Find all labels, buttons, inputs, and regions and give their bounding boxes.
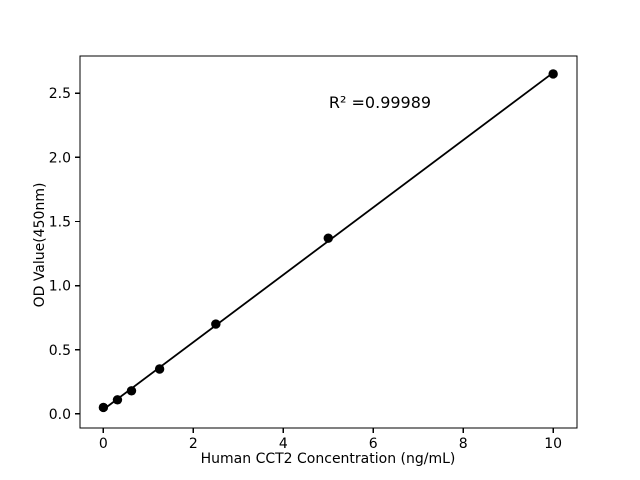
x-tick-label: 4 xyxy=(279,436,288,452)
data-point xyxy=(126,386,137,396)
x-tick-label: 2 xyxy=(189,436,198,452)
x-axis-label: Human CCT2 Concentration (ng/mL) xyxy=(200,451,456,467)
y-tick-label: 0.5 xyxy=(49,343,71,359)
y-tick-label: 2.0 xyxy=(49,150,71,166)
y-tick-label: 0.0 xyxy=(49,407,71,423)
data-point xyxy=(98,402,109,413)
y-tick-label: 2.5 xyxy=(49,86,71,102)
y-axis-label: OD Value(450nm) xyxy=(32,182,48,308)
x-tick-label: 10 xyxy=(544,436,562,452)
r-squared-annotation: R² =0.99989 xyxy=(328,93,432,112)
x-tick-label: 0 xyxy=(99,436,108,452)
x-tick-label: 6 xyxy=(369,436,378,452)
data-point xyxy=(154,364,165,374)
x-tick-label: 8 xyxy=(459,436,468,452)
data-point xyxy=(211,319,221,329)
data-point xyxy=(323,233,333,243)
data-point xyxy=(548,69,558,79)
y-tick-label: 1.5 xyxy=(49,214,71,230)
y-tick-label: 1.0 xyxy=(49,279,71,295)
data-point xyxy=(112,395,123,405)
plot-frame xyxy=(79,55,578,429)
